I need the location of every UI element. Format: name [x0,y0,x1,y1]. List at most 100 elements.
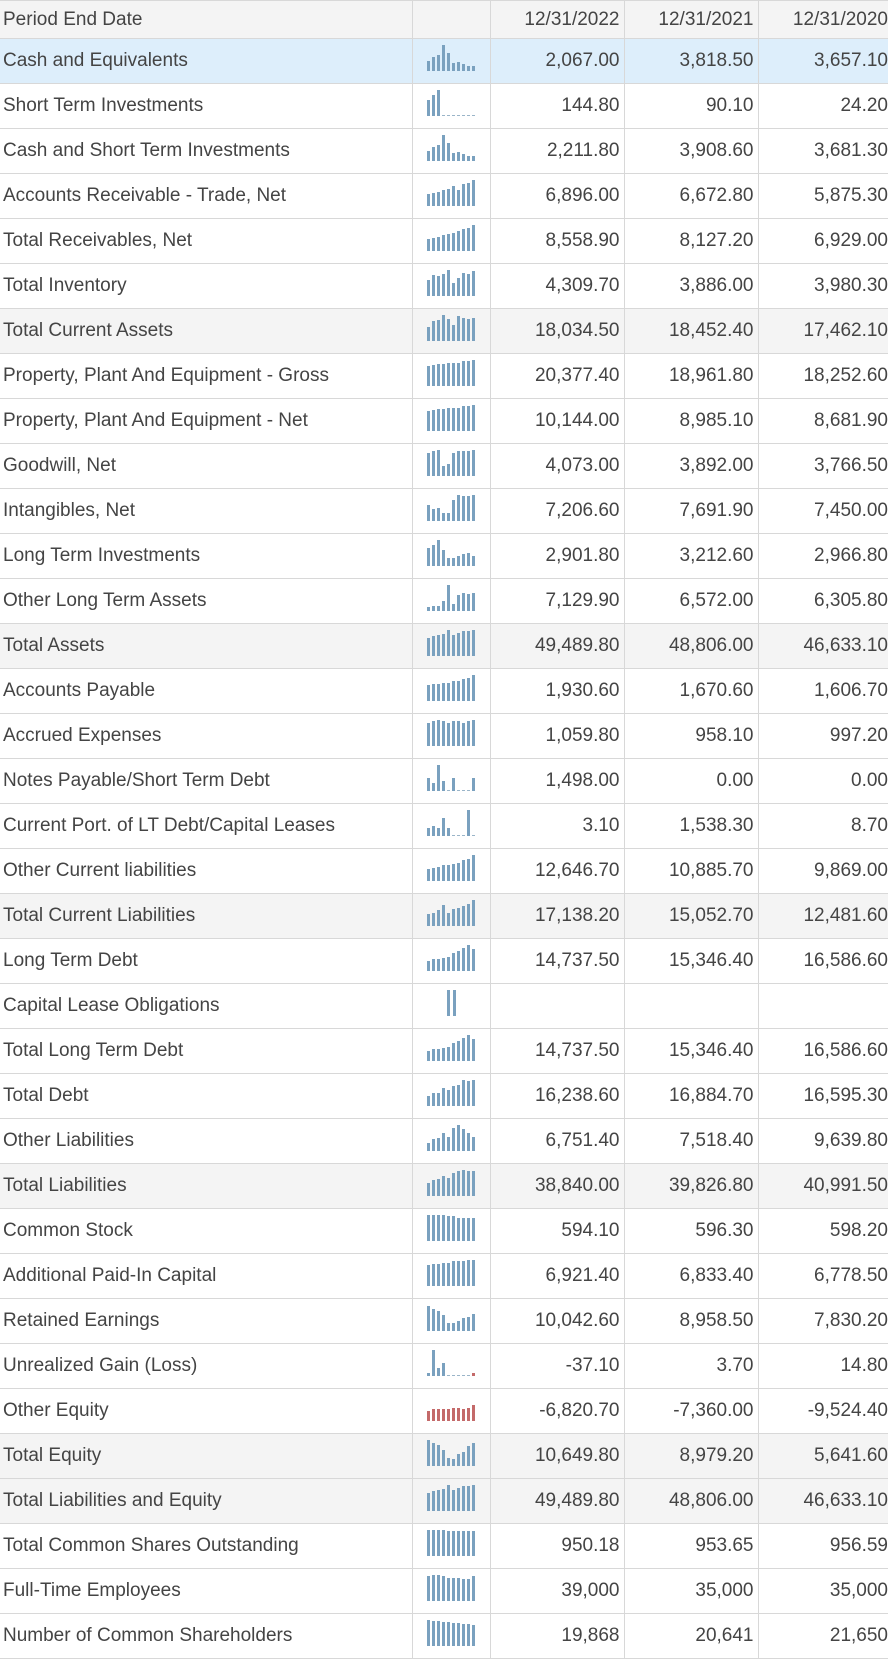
row-sparkline-cell[interactable] [412,668,491,714]
row-sparkline-cell[interactable] [412,398,491,444]
sparkline-bar [472,1531,475,1556]
row-sparkline-cell[interactable] [412,848,491,894]
table-row[interactable]: Total Long Term Debt 14,737.50 15,346.40 16… [0,1028,888,1074]
row-sparkline-cell[interactable] [412,128,491,174]
row-sparkline-cell[interactable] [412,263,491,309]
table-row[interactable]: Other Current liabilities 12,646.70 10,885… [0,848,888,894]
sparkline-bar [432,57,435,71]
sparkline-bar [467,1408,470,1421]
row-sparkline-cell[interactable] [412,83,491,129]
row-value-period-2: 7,518.40 [624,1118,759,1164]
table-row[interactable]: Total Inventory 4,309.70 3,886.00 3,980.30 [0,263,888,309]
sparkline-bar [437,364,440,386]
table-row[interactable]: Other Equity -6,820.70 -7,360.00 -9,524.40 [0,1388,888,1434]
sparkline-bar [442,409,445,431]
table-row[interactable]: Other Long Term Assets 7,129.90 6,572.00 6,… [0,578,888,624]
row-sparkline-cell[interactable] [412,1478,491,1524]
table-row[interactable]: Long Term Debt 14,737.50 15,346.40 16,586.6… [0,938,888,984]
table-row[interactable]: Total Receivables, Net 8,558.90 8,127.20 6,… [0,218,888,264]
row-sparkline-cell[interactable] [412,1613,491,1659]
table-row[interactable]: Accrued Expenses 1,059.80 958.10 997.20 [0,713,888,759]
sparkline-bar [437,867,440,881]
header-period-1[interactable]: 12/31/2022 [490,0,625,39]
row-sparkline-cell[interactable] [412,353,491,399]
table-row[interactable]: Accounts Receivable - Trade, Net 6,896.00… [0,173,888,219]
row-sparkline-cell[interactable] [412,1298,491,1344]
row-sparkline-cell[interactable] [412,218,491,264]
row-sparkline-cell[interactable] [412,488,491,534]
sparkline-bar [437,276,440,296]
row-sparkline-cell[interactable] [412,1118,491,1164]
row-value-period-2: 18,961.80 [624,353,759,399]
row-sparkline-cell[interactable] [412,1253,491,1299]
table-row[interactable]: Current Port. of LT Debt/Capital Leases 3… [0,803,888,849]
sparkline-bar [452,1261,455,1286]
row-sparkline-cell[interactable] [412,1388,491,1434]
table-row[interactable]: Full-Time Employees 39,000 35,000 35,000 [0,1568,888,1614]
sparkline-bar [462,906,465,926]
table-row[interactable]: Total Debt 16,238.60 16,884.70 16,595.30 [0,1073,888,1119]
table-row[interactable]: Notes Payable/Short Term Debt 1,498.00 0.0… [0,758,888,804]
row-sparkline-cell[interactable] [412,578,491,624]
sparkline-bar [457,278,460,296]
table-row[interactable]: Accounts Payable 1,930.60 1,670.60 1,606.70 [0,668,888,714]
row-value-period-2: 3,212.60 [624,533,759,579]
table-row[interactable]: Goodwill, Net 4,073.00 3,892.00 3,766.50 [0,443,888,489]
table-row[interactable]: Total Assets 49,489.80 48,806.00 46,633.10 [0,623,888,669]
table-row[interactable]: Total Current Liabilities 17,138.20 15,052… [0,893,888,939]
table-row[interactable]: Cash and Short Term Investments 2,211.80 3… [0,128,888,174]
table-row[interactable]: Intangibles, Net 7,206.60 7,691.90 7,450.00 [0,488,888,534]
row-sparkline-cell[interactable] [412,1073,491,1119]
table-row[interactable]: Short Term Investments 144.80 90.10 24.20 [0,83,888,129]
sparkline-chart [427,1575,475,1601]
sparkline-bar [427,280,430,296]
table-row[interactable]: Other Liabilities 6,751.40 7,518.40 9,639.8… [0,1118,888,1164]
row-sparkline-cell[interactable] [412,1568,491,1614]
row-sparkline-cell[interactable] [412,983,491,1029]
sparkline-bar [457,951,460,971]
table-row[interactable]: Total Equity 10,649.80 8,979.20 5,641.60 [0,1433,888,1479]
row-sparkline-cell[interactable] [412,803,491,849]
table-row[interactable]: Common Stock 594.10 596.30 598.20 [0,1208,888,1254]
table-row[interactable]: Capital Lease Obligations [0,983,888,1029]
table-row[interactable]: Property, Plant And Equipment - Net 10,14… [0,398,888,444]
header-period-2[interactable]: 12/31/2021 [624,0,759,39]
table-row[interactable]: Cash and Equivalents 2,067.00 3,818.50 3,65… [0,38,888,84]
sparkline-bar [432,1215,435,1241]
sparkline-bar [427,1411,430,1421]
row-sparkline-cell[interactable] [412,713,491,759]
sparkline-chart [427,1485,475,1511]
row-sparkline-cell[interactable] [412,38,491,84]
row-sparkline-cell[interactable] [412,1523,491,1569]
row-sparkline-cell[interactable] [412,308,491,354]
table-row[interactable]: Retained Earnings 10,042.60 8,958.50 7,830.… [0,1298,888,1344]
table-row[interactable]: Long Term Investments 2,901.80 3,212.60 2,9… [0,533,888,579]
row-label: Accrued Expenses [0,713,413,759]
row-sparkline-cell[interactable] [412,1433,491,1479]
row-sparkline-cell[interactable] [412,1163,491,1209]
row-sparkline-cell[interactable] [412,443,491,489]
table-row[interactable]: Additional Paid-In Capital 6,921.40 6,833.… [0,1253,888,1299]
sparkline-bar [432,238,435,251]
row-sparkline-cell[interactable] [412,758,491,804]
sparkline-bar [472,450,475,476]
table-row[interactable]: Number of Common Shareholders 19,868 20,64… [0,1613,888,1659]
table-row[interactable]: Total Liabilities and Equity 49,489.80 48,… [0,1478,888,1524]
row-sparkline-cell[interactable] [412,1208,491,1254]
row-sparkline-cell[interactable] [412,938,491,984]
row-sparkline-cell[interactable] [412,623,491,669]
sparkline-bar [432,1264,435,1286]
row-sparkline-cell[interactable] [412,1028,491,1074]
sparkline-bar [437,1490,440,1511]
row-sparkline-cell[interactable] [412,1343,491,1389]
header-period-3[interactable]: 12/31/2020 [758,0,888,39]
row-sparkline-cell[interactable] [412,173,491,219]
row-sparkline-cell[interactable] [412,533,491,579]
table-row[interactable]: Total Liabilities 38,840.00 39,826.80 40,99… [0,1163,888,1209]
table-row[interactable]: Unrealized Gain (Loss) -37.10 3.70 14.80 [0,1343,888,1389]
table-row[interactable]: Property, Plant And Equipment - Gross 20,… [0,353,888,399]
row-sparkline-cell[interactable] [412,893,491,939]
sparkline-chart [427,945,475,971]
table-row[interactable]: Total Current Assets 18,034.50 18,452.40 17… [0,308,888,354]
table-row[interactable]: Total Common Shares Outstanding 950.18 953… [0,1523,888,1569]
